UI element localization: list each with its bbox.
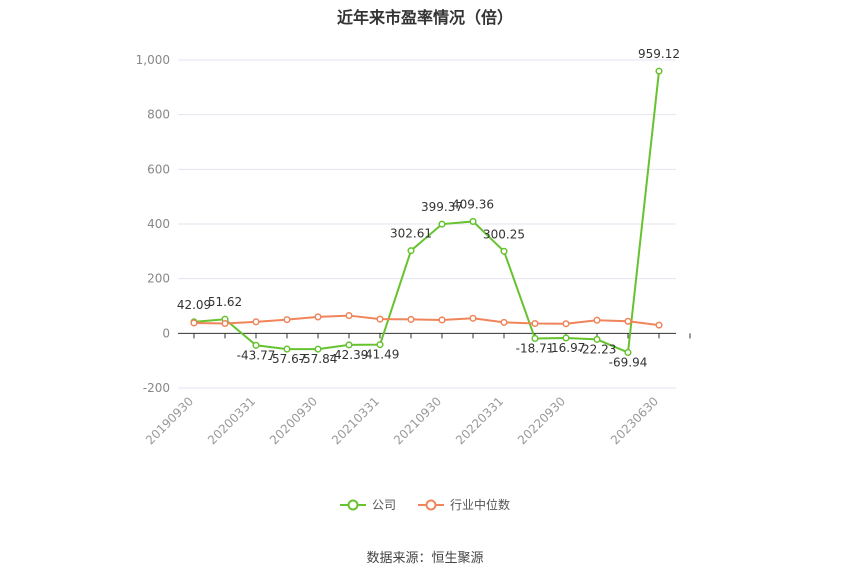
data-label: -57.67 [268, 352, 307, 366]
data-label: -41.49 [361, 348, 400, 362]
data-label: 302.61 [390, 227, 432, 241]
data-point [624, 317, 632, 325]
data-point [376, 341, 384, 349]
data-point [655, 67, 663, 75]
data-point [283, 345, 291, 353]
data-label: -18.71 [516, 341, 555, 355]
data-label: 300.25 [483, 227, 525, 241]
y-tick-label: 200 [147, 272, 170, 286]
data-point [345, 312, 353, 320]
data-label: -16.97 [547, 341, 586, 355]
x-tick-label: 20230630 [608, 394, 661, 447]
data-label: 51.62 [208, 295, 242, 309]
data-point [469, 217, 477, 225]
data-point [438, 220, 446, 228]
data-point [252, 341, 260, 349]
data-point [655, 321, 663, 329]
x-tick-label: 20210331 [329, 394, 382, 447]
data-point [624, 348, 632, 357]
legend-company-icon [339, 499, 366, 510]
data-point [531, 334, 539, 342]
legend-industry-label: 行业中位数 [450, 498, 511, 512]
data-point [562, 334, 570, 342]
data-point [376, 315, 384, 323]
chart-title: 近年来市盈率情况（倍） [336, 8, 513, 27]
x-tick-label: 20220930 [515, 394, 568, 447]
data-point [593, 316, 601, 324]
data-point [407, 247, 415, 255]
data-point [500, 318, 508, 326]
data-label: 959.12 [638, 47, 680, 61]
data-point [500, 247, 508, 255]
data-source: 数据来源：恒生聚源 [366, 551, 484, 566]
data-point [469, 314, 477, 322]
y-tick-label: 0 [162, 326, 170, 340]
data-label: -69.94 [609, 355, 648, 369]
x-tick-label: 20200331 [205, 394, 258, 447]
series-line-0 [193, 71, 660, 354]
data-point [531, 319, 539, 328]
data-point [252, 318, 260, 326]
x-tick-label: 20210930 [391, 394, 444, 447]
legend: 公司 行业中位数 [0, 496, 850, 513]
data-point [345, 341, 353, 349]
data-point [221, 319, 229, 328]
data-point [314, 345, 322, 353]
data-point [562, 320, 570, 328]
data-label: 409.36 [452, 197, 494, 211]
legend-item-industry[interactable]: 行业中位数 [418, 496, 510, 513]
data-label: 42.09 [177, 298, 211, 312]
x-tick-label: 20200930 [267, 394, 320, 447]
data-point [593, 335, 601, 343]
data-point [283, 316, 291, 324]
data-label: -22.23 [578, 342, 617, 356]
y-tick-label: 800 [147, 108, 170, 122]
data-point [438, 316, 446, 324]
data-point [314, 313, 322, 321]
data-label: -43.77 [237, 348, 276, 362]
series-line-1 [193, 314, 660, 327]
x-tick-label: 20190930 [143, 394, 196, 447]
grid-lines [178, 59, 676, 389]
y-tick-label: -200 [143, 381, 170, 395]
y-tick-label: 1,000 [136, 53, 170, 67]
data-label: -42.39 [330, 348, 369, 362]
legend-industry-icon [418, 499, 444, 510]
data-point [190, 319, 198, 327]
legend-company-label: 公司 [371, 498, 396, 512]
data-label: 399.37 [421, 200, 463, 214]
y-tick-label: 400 [147, 217, 170, 231]
data-label: -57.84 [299, 352, 338, 366]
x-tick-label: 20220331 [453, 394, 506, 447]
y-tick-label: 600 [147, 162, 170, 176]
data-point [407, 315, 415, 323]
legend-item-company[interactable]: 公司 [339, 496, 396, 513]
y-axis: -200 0 200 400 600 800 1,000 [136, 53, 170, 395]
series-layer [190, 67, 663, 357]
